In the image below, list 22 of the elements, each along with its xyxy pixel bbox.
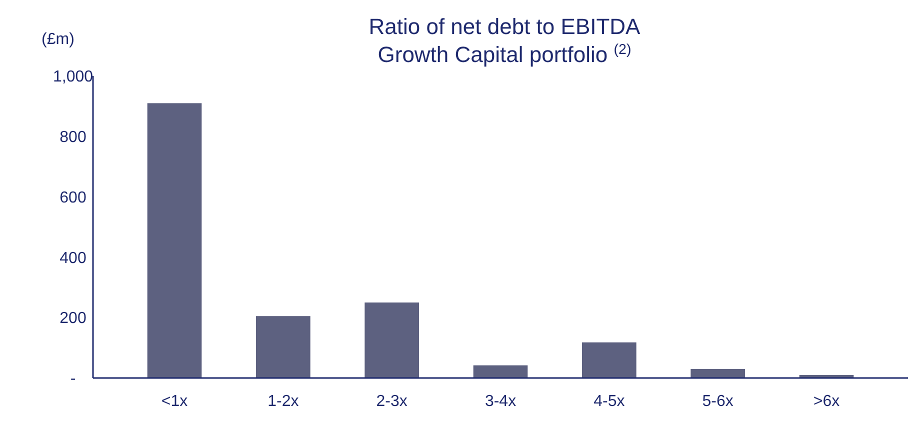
x-tick-label: 4-5x: [594, 393, 625, 410]
x-tick-label: 5-6x: [702, 393, 734, 410]
x-tick-label: 1-2x: [268, 393, 299, 410]
bar: [147, 103, 202, 378]
y-tick-label: 800: [60, 129, 86, 146]
y-tick-label: 200: [60, 310, 86, 328]
chart-title: Ratio of net debt to EBITDA: [368, 14, 641, 39]
x-tick-label: >6x: [813, 393, 840, 410]
bar: [582, 342, 636, 378]
bar: [364, 302, 419, 378]
y-tick-label: 1,000: [52, 68, 94, 86]
y-axis-title: (£m): [42, 31, 74, 48]
y-tick-label: 600: [60, 189, 86, 206]
x-tick-label: 3-4x: [484, 393, 516, 410]
bar: [256, 316, 310, 378]
x-tick-label: 2-3x: [376, 393, 408, 410]
y-tick-label: 400: [60, 250, 86, 267]
y-tick-label: -: [70, 370, 76, 388]
chart-subtitle: Growth Capital portfolio $^{(2)}$: [378, 42, 632, 67]
bar: [690, 368, 745, 378]
bar: [473, 365, 528, 378]
x-tick-label: <1x: [161, 393, 188, 410]
